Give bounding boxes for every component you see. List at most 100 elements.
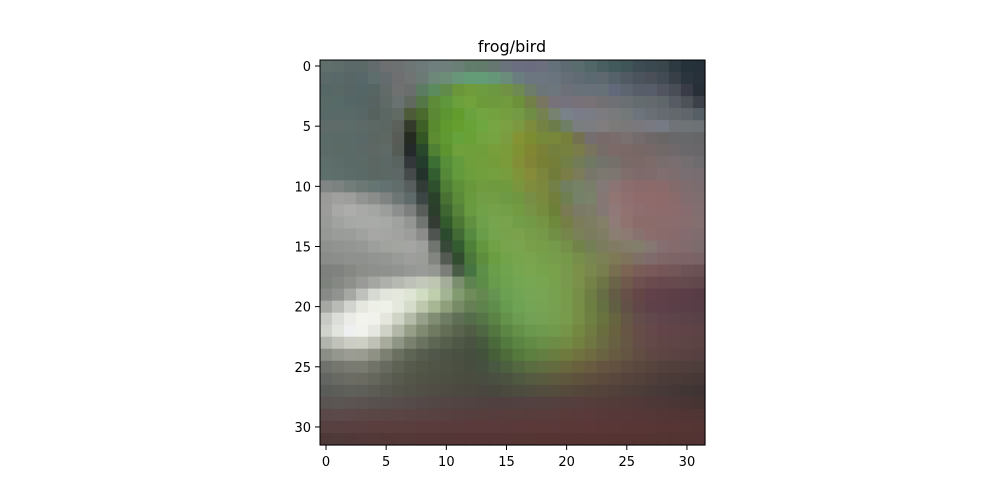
pixel-cell	[368, 408, 381, 422]
pixel-cell	[356, 360, 369, 374]
pixel-cell	[536, 420, 550, 434]
pixel-cell	[416, 156, 429, 169]
pixel-cell	[632, 96, 646, 109]
pixel-cell	[608, 348, 622, 362]
y-tick-label: 10	[294, 180, 311, 195]
pixel-cell	[668, 384, 682, 398]
pixel-cell	[344, 336, 357, 350]
pixel-cell	[632, 180, 646, 193]
pixel-cell	[620, 96, 634, 109]
pixel-cell	[476, 312, 490, 326]
pixel-cell	[620, 132, 634, 145]
pixel-cell	[644, 216, 658, 230]
pixel-cell	[392, 192, 405, 205]
pixel-cell	[584, 132, 598, 145]
pixel-cell	[668, 96, 682, 109]
pixel-cell	[344, 84, 357, 97]
pixel-cell	[428, 336, 441, 350]
pixel-cell	[644, 192, 658, 205]
pixel-cell	[536, 180, 550, 193]
pixel-cell	[608, 180, 622, 193]
pixel-cell	[536, 300, 550, 314]
pixel-cell	[644, 432, 658, 446]
pixel-cell	[344, 408, 357, 422]
pixel-cell	[608, 264, 622, 278]
pixel-cell	[452, 108, 465, 121]
pixel-cell	[428, 240, 441, 254]
pixel-cell	[428, 144, 441, 157]
pixel-cell	[332, 204, 345, 218]
pixel-cell	[608, 240, 622, 254]
pixel-cell	[668, 372, 682, 386]
pixel-cell	[332, 276, 345, 290]
pixel-cell	[452, 192, 465, 205]
pixel-cell	[608, 228, 622, 242]
pixel-cell	[356, 420, 369, 434]
pixel-cell	[416, 180, 429, 193]
pixel-cell	[608, 72, 622, 85]
pixel-cell	[692, 336, 706, 350]
pixel-cell	[536, 192, 550, 205]
pixel-cell	[404, 216, 417, 230]
pixel-cell	[356, 228, 369, 242]
pixel-cell	[452, 288, 465, 302]
pixel-cell	[524, 60, 538, 73]
pixel-cell	[668, 432, 682, 446]
pixel-cell	[632, 432, 646, 446]
pixel-cell	[416, 96, 429, 109]
pixel-cell	[692, 216, 706, 230]
pixel-cell	[548, 96, 562, 109]
pixel-cell	[428, 384, 441, 398]
pixel-cell	[632, 192, 646, 205]
pixel-cell	[596, 72, 610, 85]
pixel-cell	[668, 84, 682, 97]
pixel-cell	[560, 348, 574, 362]
pixel-cell	[692, 96, 706, 109]
pixel-cell	[320, 60, 333, 73]
y-tick-label: 30	[294, 421, 311, 436]
pixel-cell	[476, 276, 490, 290]
pixel-cell	[536, 252, 550, 266]
pixel-cell	[416, 84, 429, 97]
pixel-cell	[536, 360, 550, 374]
pixel-cell	[620, 180, 634, 193]
pixel-cell	[656, 60, 670, 73]
pixel-cell	[524, 300, 538, 314]
pixel-cell	[368, 180, 381, 193]
pixel-cell	[392, 216, 405, 230]
pixel-cell	[416, 312, 429, 326]
pixel-cell	[656, 228, 670, 242]
pixel-cell	[560, 264, 574, 278]
pixel-cell	[692, 312, 706, 326]
pixel-cell	[356, 396, 369, 410]
pixel-cell	[404, 372, 417, 386]
pixel-cell	[368, 72, 381, 85]
pixel-cell	[320, 396, 333, 410]
pixel-cell	[596, 432, 610, 446]
pixel-cell	[452, 348, 465, 362]
pixel-cell	[584, 288, 598, 302]
pixel-cell	[524, 432, 538, 446]
pixel-cell	[632, 276, 646, 290]
pixel-cell	[584, 384, 598, 398]
x-tick-label: 20	[558, 455, 575, 470]
pixel-cell	[560, 60, 574, 73]
pixel-cell	[380, 72, 393, 85]
pixel-cell	[608, 360, 622, 374]
pixel-cell	[656, 108, 670, 121]
pixel-cell	[512, 312, 526, 326]
pixel-cell	[356, 408, 369, 422]
pixel-cell	[368, 372, 381, 386]
pixel-cell	[560, 204, 574, 218]
pixel-cell	[632, 300, 646, 314]
pixel-cell	[488, 96, 502, 109]
pixel-cell	[332, 348, 345, 362]
pixel-cell	[368, 300, 381, 314]
pixel-cell	[320, 324, 333, 338]
pixel-cell	[548, 120, 562, 133]
pixel-cell	[560, 156, 574, 169]
pixel-cell	[368, 204, 381, 218]
pixel-cell	[392, 228, 405, 242]
pixel-cell	[644, 108, 658, 121]
pixel-cell	[500, 132, 514, 145]
